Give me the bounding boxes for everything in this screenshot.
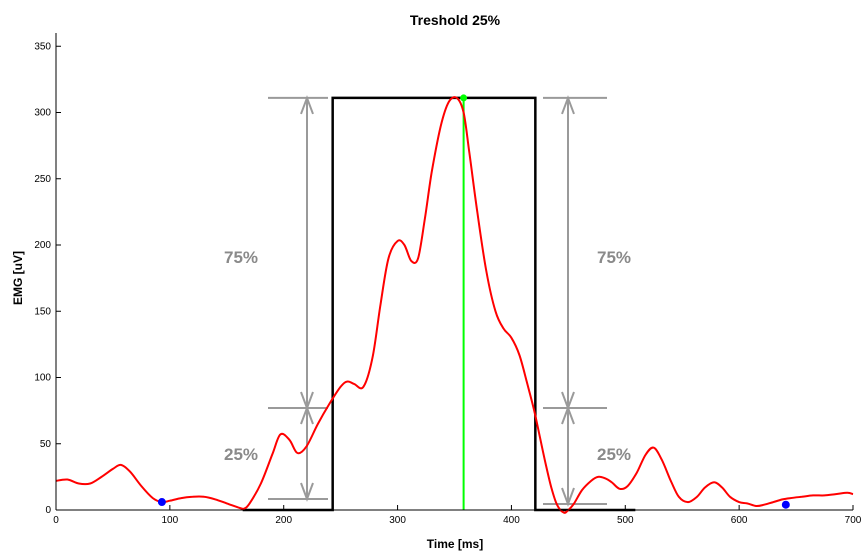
y-tick-label: 200 xyxy=(34,240,51,251)
right-75-arrow-head-top xyxy=(561,95,575,115)
right-25-arrow-head-bottom xyxy=(561,487,575,507)
label-75-right: 75% xyxy=(597,248,631,267)
label-25-right: 25% xyxy=(597,445,631,464)
x-tick-label: 400 xyxy=(503,515,520,526)
left-25-arrow-head-top xyxy=(300,405,314,425)
y-tick-label: 350 xyxy=(34,41,51,52)
y-axis-label: EMG [uV] xyxy=(11,251,25,305)
x-tick-label: 700 xyxy=(845,515,862,526)
x-tick-label: 200 xyxy=(275,515,292,526)
emg-signal-line xyxy=(55,96,854,514)
y-tick-label: 100 xyxy=(34,373,51,384)
left-75-arrow-head-top xyxy=(300,95,314,115)
x-axis-label: Time [ms] xyxy=(427,537,483,551)
threshold-window-layer xyxy=(242,96,636,512)
y-tick-label: 150 xyxy=(34,306,51,317)
x-tick-label: 0 xyxy=(53,515,59,526)
signal-layer xyxy=(55,94,854,514)
y-tick-label: 250 xyxy=(34,174,51,185)
ticks-layer: 0 100 200 300 400 500 600 700 0 50 100 150 200 250 300… xyxy=(34,41,861,526)
label-25-left: 25% xyxy=(224,445,258,464)
x-tick-label: 300 xyxy=(389,515,406,526)
onset-marker xyxy=(157,498,166,507)
x-tick-label: 600 xyxy=(731,515,748,526)
right-25-arrow-head-top xyxy=(561,405,575,425)
axes-layer xyxy=(55,33,853,511)
x-tick-label: 500 xyxy=(617,515,634,526)
y-tick-label: 0 xyxy=(45,505,51,516)
annotation-layer: 75% 25% 75% 25% xyxy=(224,95,631,507)
chart-title: Treshold 25% xyxy=(410,12,501,28)
onset-marker xyxy=(781,500,790,509)
left-25-arrow-head-bottom xyxy=(300,482,314,502)
y-tick-label: 50 xyxy=(40,439,52,450)
threshold-window xyxy=(242,96,636,512)
peak-marker xyxy=(460,94,468,102)
y-tick-label: 300 xyxy=(34,108,51,119)
label-75-left: 75% xyxy=(224,248,258,267)
x-tick-label: 100 xyxy=(162,515,179,526)
